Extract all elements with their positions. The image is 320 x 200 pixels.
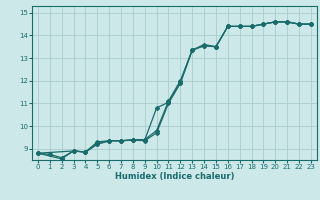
X-axis label: Humidex (Indice chaleur): Humidex (Indice chaleur) [115, 172, 234, 181]
